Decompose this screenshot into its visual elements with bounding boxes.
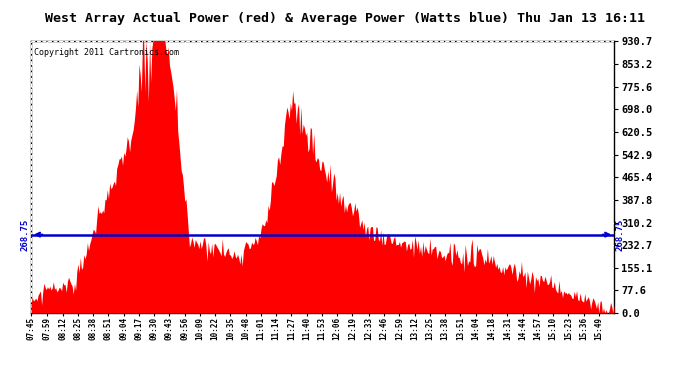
Text: 268.75: 268.75 [20,219,29,251]
Text: West Array Actual Power (red) & Average Power (Watts blue) Thu Jan 13 16:11: West Array Actual Power (red) & Average … [45,12,645,26]
Text: 268.75: 268.75 [615,219,624,251]
Text: Copyright 2011 Cartronics.com: Copyright 2011 Cartronics.com [34,48,179,57]
